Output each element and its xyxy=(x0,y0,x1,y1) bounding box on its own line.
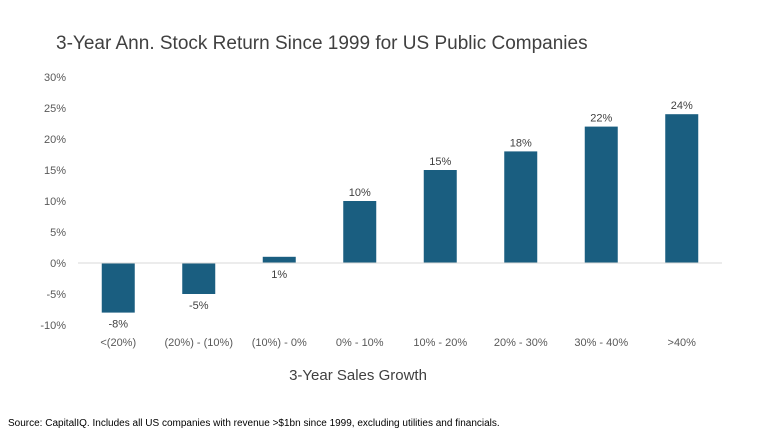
data-label: -8% xyxy=(108,319,128,331)
y-tick-label: 30% xyxy=(44,72,66,84)
x-axis-title: 3-Year Sales Growth xyxy=(289,367,427,384)
bar xyxy=(504,151,538,263)
y-axis-ticks: -10% -5% 0% 5% 10% 15% 20% 25% 30% xyxy=(40,72,66,332)
data-label: -5% xyxy=(189,300,209,312)
y-tick-label: 25% xyxy=(44,103,66,115)
y-tick-label: -5% xyxy=(46,289,66,301)
x-tick-label: 10% - 20% xyxy=(413,337,467,349)
x-tick-label: 20% - 30% xyxy=(494,337,548,349)
x-tick-label: 0% - 10% xyxy=(336,337,384,349)
bar xyxy=(101,263,135,313)
data-labels: -8% -5% 1% 10% 15% 18% 22% 24% xyxy=(108,100,693,330)
x-tick-label: >40% xyxy=(668,337,697,349)
data-label: 24% xyxy=(671,100,693,112)
y-tick-label: 5% xyxy=(50,227,66,239)
data-label: 18% xyxy=(510,137,532,149)
bars xyxy=(101,114,699,313)
y-tick-label: 15% xyxy=(44,165,66,177)
y-tick-label: -10% xyxy=(40,320,66,332)
bar xyxy=(343,201,377,263)
bar xyxy=(423,170,457,263)
x-tick-label: <(20%) xyxy=(100,337,136,349)
bar xyxy=(182,263,216,294)
data-label: 22% xyxy=(590,113,612,125)
x-tick-label: (20%) - (10%) xyxy=(165,337,233,349)
bar xyxy=(665,114,699,263)
chart-title: 3-Year Ann. Stock Return Since 1999 for … xyxy=(56,33,588,54)
data-label: 1% xyxy=(271,269,287,281)
x-axis-ticks: <(20%) (20%) - (10%) (10%) - 0% 0% - 10% 10%… xyxy=(100,337,696,349)
x-tick-label: (10%) - 0% xyxy=(252,337,307,349)
source-footnote: Source: CapitalIQ. Includes all US compa… xyxy=(8,418,500,429)
bar xyxy=(262,256,296,263)
y-tick-label: 10% xyxy=(44,196,66,208)
y-tick-label: 0% xyxy=(50,258,66,270)
data-label: 15% xyxy=(429,156,451,168)
data-label: 10% xyxy=(349,187,371,199)
y-tick-label: 20% xyxy=(44,134,66,146)
x-tick-label: 30% - 40% xyxy=(574,337,628,349)
bar xyxy=(584,126,618,263)
